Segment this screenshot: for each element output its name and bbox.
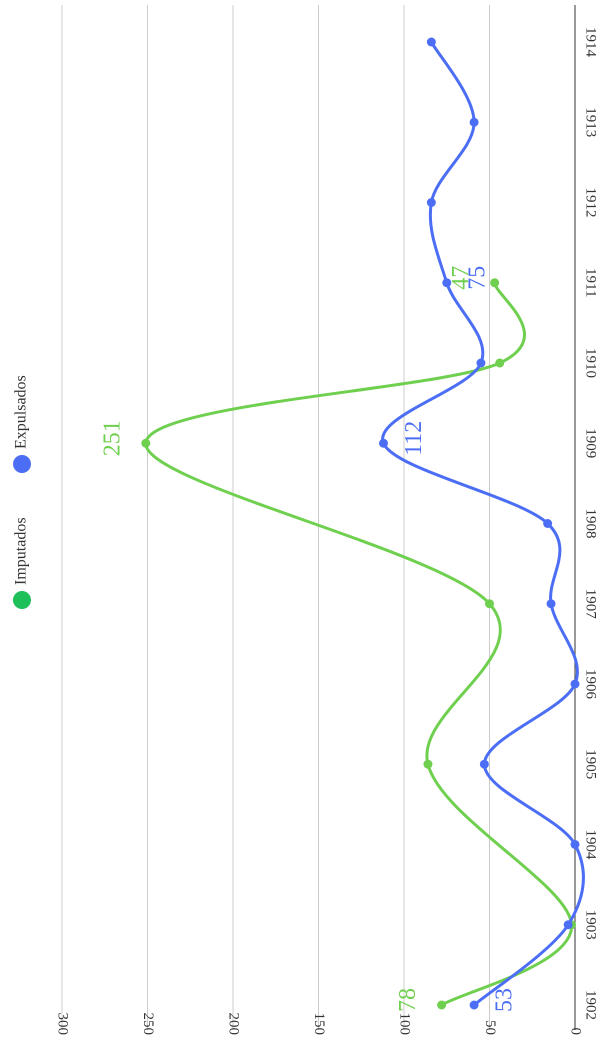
- data-point-expulsados: [469, 1000, 479, 1010]
- data-label-expulsados: 112: [401, 421, 427, 456]
- data-point-expulsados: [426, 37, 436, 47]
- x-tick-label: 1909: [583, 428, 599, 458]
- data-point-expulsados: [476, 358, 486, 368]
- y-tick-label: 300: [55, 1013, 71, 1036]
- data-point-expulsados: [546, 599, 556, 609]
- data-point-expulsados: [563, 920, 573, 930]
- tick-layer: 0 50 100 150 200 250 300 1902 1903 1904 1905 1906 19…: [55, 27, 599, 1035]
- data-point-imputados: [495, 358, 505, 368]
- x-tick-label: 1905: [583, 749, 599, 779]
- y-tick-label: 50: [482, 1020, 498, 1035]
- data-label-imputados: 251: [99, 420, 125, 456]
- x-tick-label: 1904: [583, 830, 599, 861]
- data-point-expulsados: [442, 278, 452, 288]
- legend-swatch-expulsados: [13, 455, 31, 473]
- data-point-expulsados: [543, 519, 553, 528]
- data-point-expulsados: [570, 840, 580, 849]
- data-point-imputados: [141, 438, 151, 448]
- y-tick-label: 100: [397, 1013, 413, 1036]
- data-label-imputados: 78: [395, 988, 421, 1012]
- data-label-expulsados: 75: [464, 266, 490, 290]
- x-tick-label: 1914: [583, 27, 599, 58]
- x-tick-label: 1906: [583, 669, 599, 700]
- x-tick-label: 1907: [583, 589, 599, 620]
- data-point-expulsados: [378, 438, 388, 448]
- x-tick-label: 1913: [583, 107, 599, 137]
- x-tick-label: 1902: [583, 990, 599, 1020]
- data-label-layer: 78 251 47 53 112 75: [99, 266, 517, 1012]
- y-tick-label: 200: [226, 1013, 242, 1036]
- y-tick-label: 150: [311, 1013, 327, 1036]
- data-point-imputados: [490, 278, 500, 288]
- legend: Imputados Expulsados: [13, 375, 31, 609]
- data-point-expulsados: [469, 117, 479, 127]
- x-tick-label: 1910: [583, 348, 599, 378]
- series-line-expulsados: [381, 40, 585, 1007]
- x-tick-label: 1911: [583, 268, 599, 297]
- legend-label-imputados: Imputados: [13, 517, 30, 585]
- data-point-expulsados: [570, 679, 580, 689]
- data-label-imputados: 47: [448, 266, 474, 290]
- data-point-imputados: [485, 599, 494, 609]
- y-tick-label: 250: [140, 1013, 156, 1036]
- data-point-expulsados: [426, 198, 436, 207]
- legend-label-expulsados: Expulsados: [13, 375, 30, 449]
- series-layer: [141, 37, 585, 1010]
- series-line-imputados: [144, 281, 574, 1007]
- x-tick-label: 1903: [583, 910, 599, 940]
- legend-swatch-imputados: [13, 591, 31, 609]
- x-tick-label: 1912: [583, 188, 599, 218]
- y-tick-label: 0: [568, 1028, 584, 1036]
- data-label-expulsados: 53: [492, 988, 518, 1012]
- x-tick-label: 1908: [583, 509, 599, 539]
- data-point-expulsados: [479, 759, 489, 769]
- grid-layer: [61, 5, 576, 1030]
- data-point-imputados: [437, 1000, 447, 1010]
- data-point-imputados: [423, 759, 433, 769]
